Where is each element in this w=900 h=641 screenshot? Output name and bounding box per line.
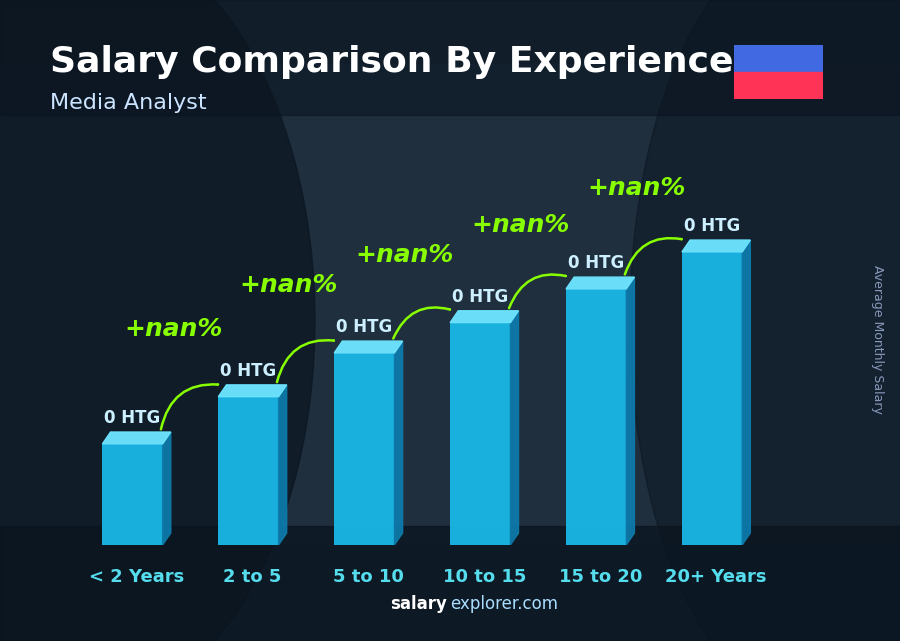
Text: +nan%: +nan% xyxy=(472,213,570,237)
Text: Average Monthly Salary: Average Monthly Salary xyxy=(871,265,884,414)
FancyArrowPatch shape xyxy=(161,385,218,429)
Text: +nan%: +nan% xyxy=(588,176,686,199)
Polygon shape xyxy=(279,385,287,545)
FancyArrowPatch shape xyxy=(393,308,450,338)
Text: salary: salary xyxy=(391,595,447,613)
Text: 0 HTG: 0 HTG xyxy=(220,362,276,380)
Polygon shape xyxy=(219,385,287,397)
Text: 0 HTG: 0 HTG xyxy=(684,217,740,235)
Polygon shape xyxy=(510,311,518,545)
Bar xyxy=(0,64,900,545)
Bar xyxy=(734,72,824,99)
Text: 15 to 20: 15 to 20 xyxy=(559,569,642,587)
Text: 5 to 10: 5 to 10 xyxy=(333,569,404,587)
Polygon shape xyxy=(103,432,171,444)
Polygon shape xyxy=(450,311,518,322)
Text: explorer.com: explorer.com xyxy=(450,595,558,613)
Text: 20+ Years: 20+ Years xyxy=(665,569,767,587)
Text: +nan%: +nan% xyxy=(124,317,222,341)
Bar xyxy=(334,353,394,545)
Polygon shape xyxy=(334,341,402,353)
Polygon shape xyxy=(742,240,751,545)
Bar xyxy=(734,45,824,72)
Text: 0 HTG: 0 HTG xyxy=(337,318,392,336)
Polygon shape xyxy=(394,341,402,545)
Text: +nan%: +nan% xyxy=(356,243,454,267)
FancyArrowPatch shape xyxy=(277,340,334,382)
Polygon shape xyxy=(566,277,634,289)
Polygon shape xyxy=(626,277,634,545)
FancyArrowPatch shape xyxy=(509,274,566,308)
FancyArrowPatch shape xyxy=(625,238,681,274)
Bar xyxy=(0,0,900,115)
Polygon shape xyxy=(682,240,751,252)
Text: +nan%: +nan% xyxy=(239,273,338,297)
Ellipse shape xyxy=(0,0,315,641)
Text: 0 HTG: 0 HTG xyxy=(452,288,508,306)
Text: 0 HTG: 0 HTG xyxy=(568,254,625,272)
Text: 0 HTG: 0 HTG xyxy=(104,409,161,427)
Bar xyxy=(682,252,742,545)
Text: Salary Comparison By Experience: Salary Comparison By Experience xyxy=(50,45,733,79)
Bar xyxy=(103,444,163,545)
Ellipse shape xyxy=(630,0,900,641)
Text: 2 to 5: 2 to 5 xyxy=(223,569,282,587)
Bar xyxy=(450,322,510,545)
Polygon shape xyxy=(163,432,171,545)
Bar xyxy=(0,526,900,641)
Text: < 2 Years: < 2 Years xyxy=(89,569,184,587)
Bar xyxy=(219,397,279,545)
Bar xyxy=(566,289,626,545)
Text: Media Analyst: Media Analyst xyxy=(50,93,206,113)
Text: 10 to 15: 10 to 15 xyxy=(443,569,526,587)
